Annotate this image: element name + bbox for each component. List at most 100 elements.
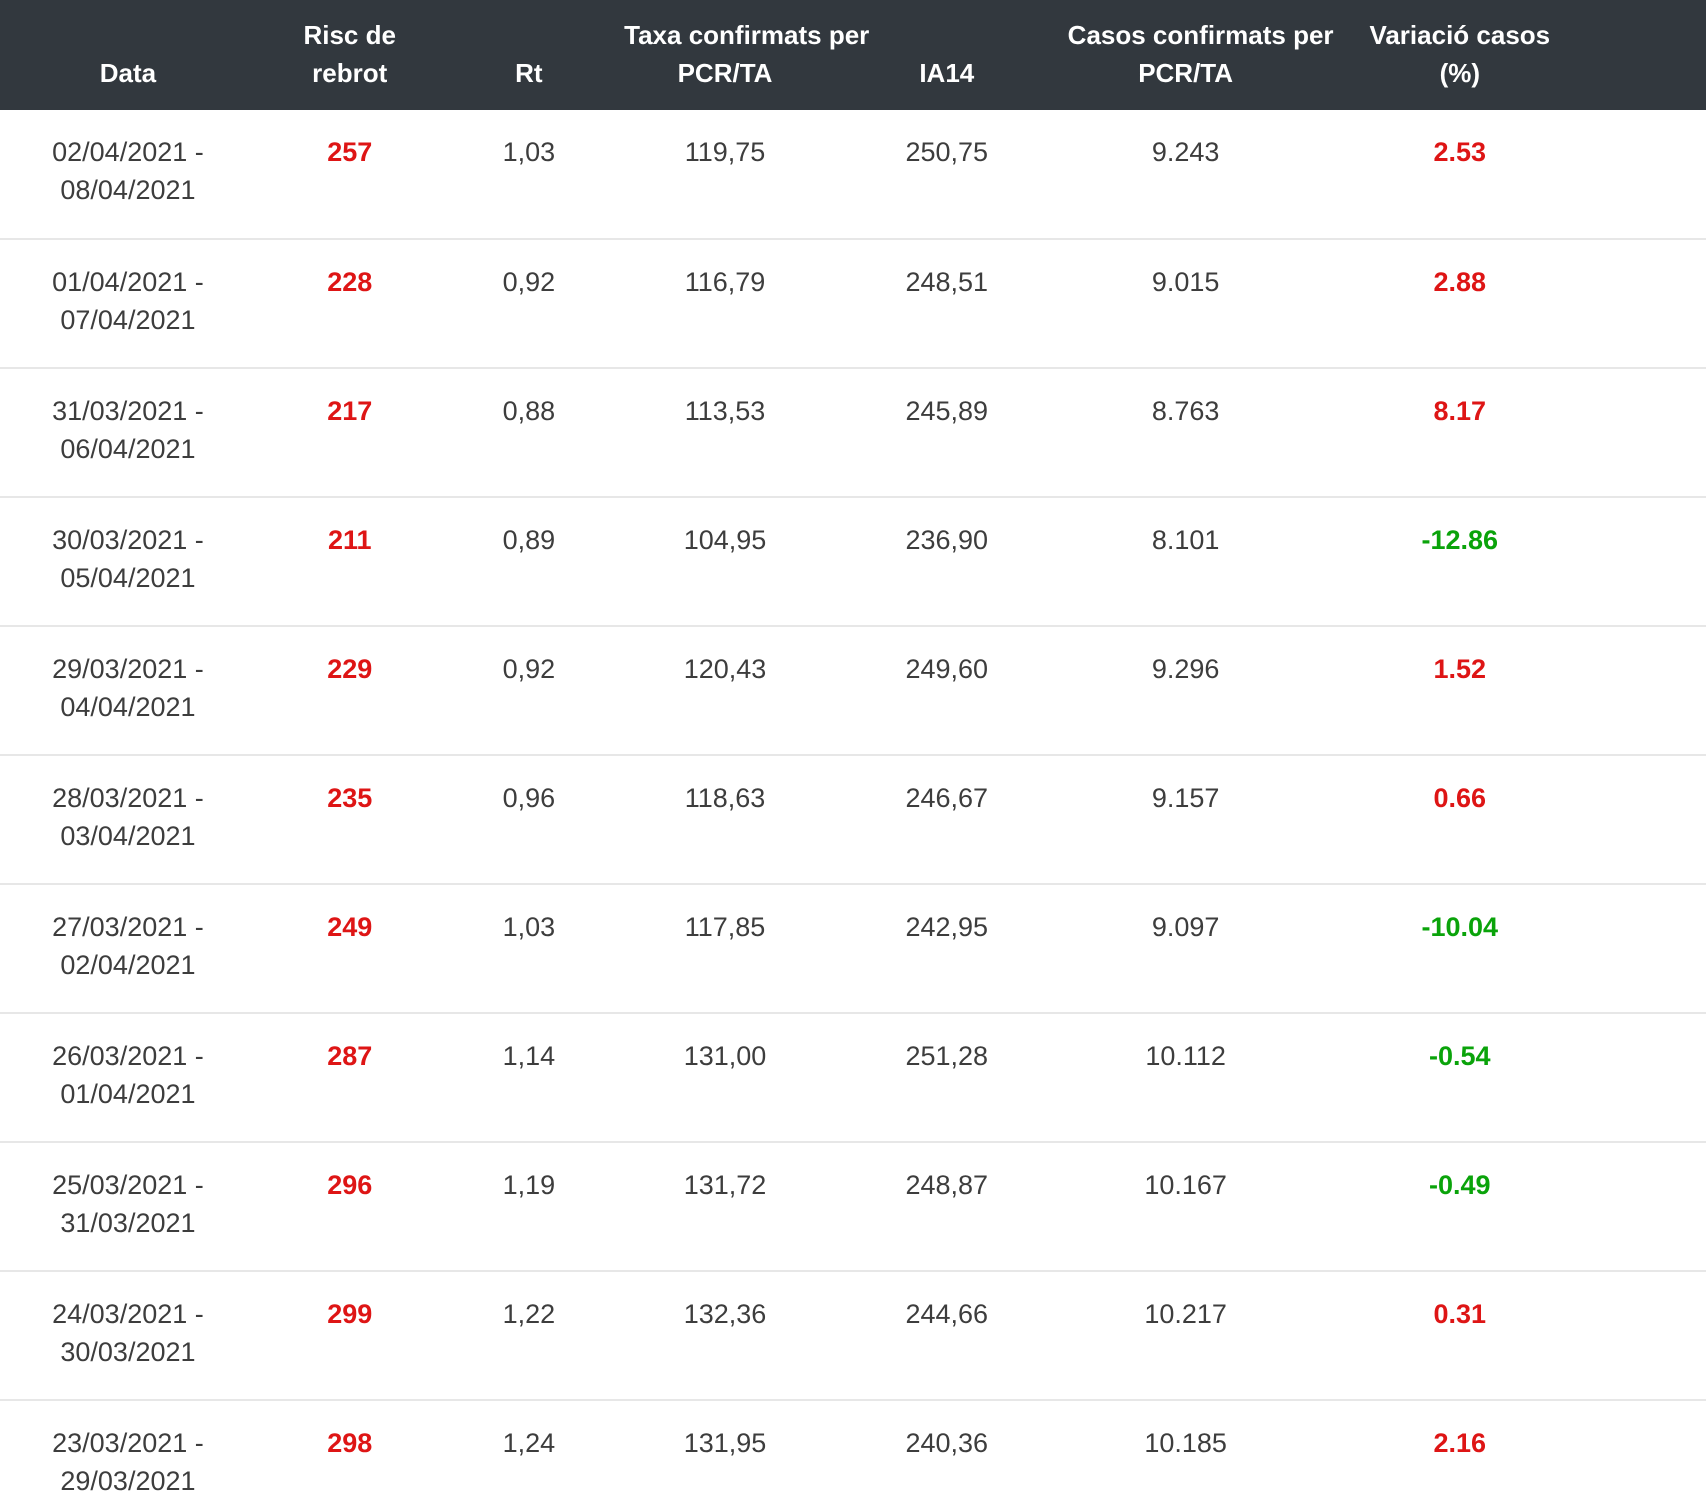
date-end: 30/03/2021	[60, 1337, 196, 1367]
variacio-value: -10.04	[1421, 912, 1499, 942]
cell-risc-rebrot: 217	[255, 367, 444, 497]
cell-ia14: 250,75	[835, 110, 1058, 239]
table-row: 27/03/2021 - 02/04/2021 249 1,03 117,85 …	[0, 883, 1706, 1013]
cell-date-range: 29/03/2021 - 04/04/2021	[0, 625, 256, 755]
casos-value: 10.167	[1144, 1170, 1227, 1200]
cell-rt: 1,03	[443, 883, 615, 1013]
casos-value: 9.243	[1151, 137, 1220, 167]
column-header-variacio-casos: Variació casos (%)	[1313, 0, 1706, 110]
cell-risc-rebrot: 235	[255, 754, 444, 884]
cell-variacio-casos: -0.49	[1313, 1141, 1706, 1271]
risc-rebrot-value: 296	[327, 1170, 373, 1200]
table-row: 30/03/2021 - 05/04/2021 211 0,89 104,95 …	[0, 496, 1706, 626]
cell-variacio-casos: -0.54	[1313, 1012, 1706, 1142]
column-header-ia14: IA14	[835, 0, 1058, 110]
ia14-value: 246,67	[905, 783, 989, 813]
taxa-value: 113,53	[684, 396, 766, 426]
cell-variacio-casos: 2.88	[1313, 238, 1706, 368]
taxa-value: 120,43	[683, 654, 767, 684]
column-header-label: Taxa confirmats per	[624, 20, 870, 50]
casos-value: 8.763	[1151, 396, 1220, 426]
variacio-value: -0.54	[1429, 1041, 1491, 1071]
column-header-label: Casos confirmats per	[1067, 20, 1334, 50]
date-end: 03/04/2021	[60, 821, 196, 851]
date-end: 29/03/2021	[60, 1466, 196, 1496]
cell-risc-rebrot: 257	[255, 110, 444, 239]
cell-date-range: 31/03/2021 - 06/04/2021	[0, 367, 256, 497]
table-row: 26/03/2021 - 01/04/2021 287 1,14 131,00 …	[0, 1012, 1706, 1142]
cell-ia14: 244,66	[835, 1270, 1058, 1400]
rt-value: 1,24	[502, 1428, 556, 1458]
table-row: 29/03/2021 - 04/04/2021 229 0,92 120,43 …	[0, 625, 1706, 755]
cell-casos-confirmats: 8.101	[1057, 496, 1314, 626]
cell-ia14: 240,36	[835, 1399, 1058, 1510]
cell-variacio-casos: 0.31	[1313, 1270, 1706, 1400]
cell-ia14: 248,51	[835, 238, 1058, 368]
column-header-rt: Rt	[443, 0, 615, 110]
cell-date-range: 30/03/2021 - 05/04/2021	[0, 496, 256, 626]
ia14-value: 250,75	[905, 137, 989, 167]
cell-taxa-confirmats: 116,79	[614, 238, 836, 368]
column-header-label: Risc de	[303, 20, 396, 50]
date-start: 31/03/2021 -	[52, 396, 204, 426]
ia14-value: 245,89	[905, 396, 989, 426]
cell-casos-confirmats: 9.243	[1057, 110, 1314, 239]
date-start: 01/04/2021 -	[52, 267, 204, 297]
cell-rt: 0,92	[443, 625, 615, 755]
variacio-value: -12.86	[1421, 525, 1499, 555]
table-row: 25/03/2021 - 31/03/2021 296 1,19 131,72 …	[0, 1141, 1706, 1271]
cell-date-range: 24/03/2021 - 30/03/2021	[0, 1270, 256, 1400]
date-start: 27/03/2021 -	[52, 912, 204, 942]
cell-casos-confirmats: 8.763	[1057, 367, 1314, 497]
column-header-data: Data	[0, 0, 256, 110]
cell-variacio-casos: -12.86	[1313, 496, 1706, 626]
cell-variacio-casos: 2.53	[1313, 110, 1706, 239]
date-end: 01/04/2021	[60, 1079, 196, 1109]
date-end: 31/03/2021	[60, 1208, 196, 1238]
variacio-value: 2.16	[1433, 1428, 1487, 1458]
table-row: 28/03/2021 - 03/04/2021 235 0,96 118,63 …	[0, 754, 1706, 884]
column-header-taxa-confirmats: Taxa confirmats per PCR/TA	[614, 0, 870, 110]
cell-ia14: 251,28	[835, 1012, 1058, 1142]
ia14-value: 244,66	[905, 1299, 989, 1329]
rt-value: 1,22	[502, 1299, 556, 1329]
rt-value: 0,89	[502, 525, 556, 555]
variacio-value: 8.17	[1433, 396, 1487, 426]
taxa-value: 104,95	[683, 525, 767, 555]
cell-rt: 1,24	[443, 1399, 615, 1510]
cell-variacio-casos: 2.16	[1313, 1399, 1706, 1510]
date-start: 24/03/2021 -	[52, 1299, 204, 1329]
risc-rebrot-value: 235	[327, 783, 373, 813]
cell-risc-rebrot: 249	[255, 883, 444, 1013]
cell-date-range: 02/04/2021 - 08/04/2021	[0, 110, 256, 239]
risc-rebrot-value: 287	[327, 1041, 373, 1071]
risc-rebrot-value: 257	[327, 137, 373, 167]
casos-value: 9.157	[1151, 783, 1220, 813]
ia14-value: 236,90	[905, 525, 989, 555]
cell-casos-confirmats: 10.185	[1057, 1399, 1314, 1510]
risc-rebrot-value: 211	[327, 525, 372, 555]
cell-taxa-confirmats: 113,53	[614, 367, 836, 497]
cell-casos-confirmats: 9.157	[1057, 754, 1314, 884]
date-start: 28/03/2021 -	[52, 783, 204, 813]
cell-variacio-casos: 0.66	[1313, 754, 1706, 884]
date-end: 08/04/2021	[60, 175, 196, 205]
date-end: 04/04/2021	[60, 692, 196, 722]
taxa-value: 117,85	[684, 912, 766, 942]
rt-value: 0,92	[502, 654, 556, 684]
ia14-value: 248,51	[905, 267, 989, 297]
ia14-value: 242,95	[905, 912, 989, 942]
cell-date-range: 28/03/2021 - 03/04/2021	[0, 754, 256, 884]
casos-value: 10.217	[1144, 1299, 1227, 1329]
casos-value: 9.097	[1151, 912, 1220, 942]
cell-rt: 0,92	[443, 238, 615, 368]
column-header-label: IA14	[919, 58, 975, 88]
cell-rt: 1,03	[443, 110, 615, 239]
casos-value: 8.101	[1151, 525, 1220, 555]
risc-rebrot-value: 217	[327, 396, 373, 426]
table-row: 24/03/2021 - 30/03/2021 299 1,22 132,36 …	[0, 1270, 1706, 1400]
cell-date-range: 25/03/2021 - 31/03/2021	[0, 1141, 256, 1271]
cell-ia14: 236,90	[835, 496, 1058, 626]
date-start: 02/04/2021 -	[52, 137, 204, 167]
date-end: 07/04/2021	[60, 305, 196, 335]
